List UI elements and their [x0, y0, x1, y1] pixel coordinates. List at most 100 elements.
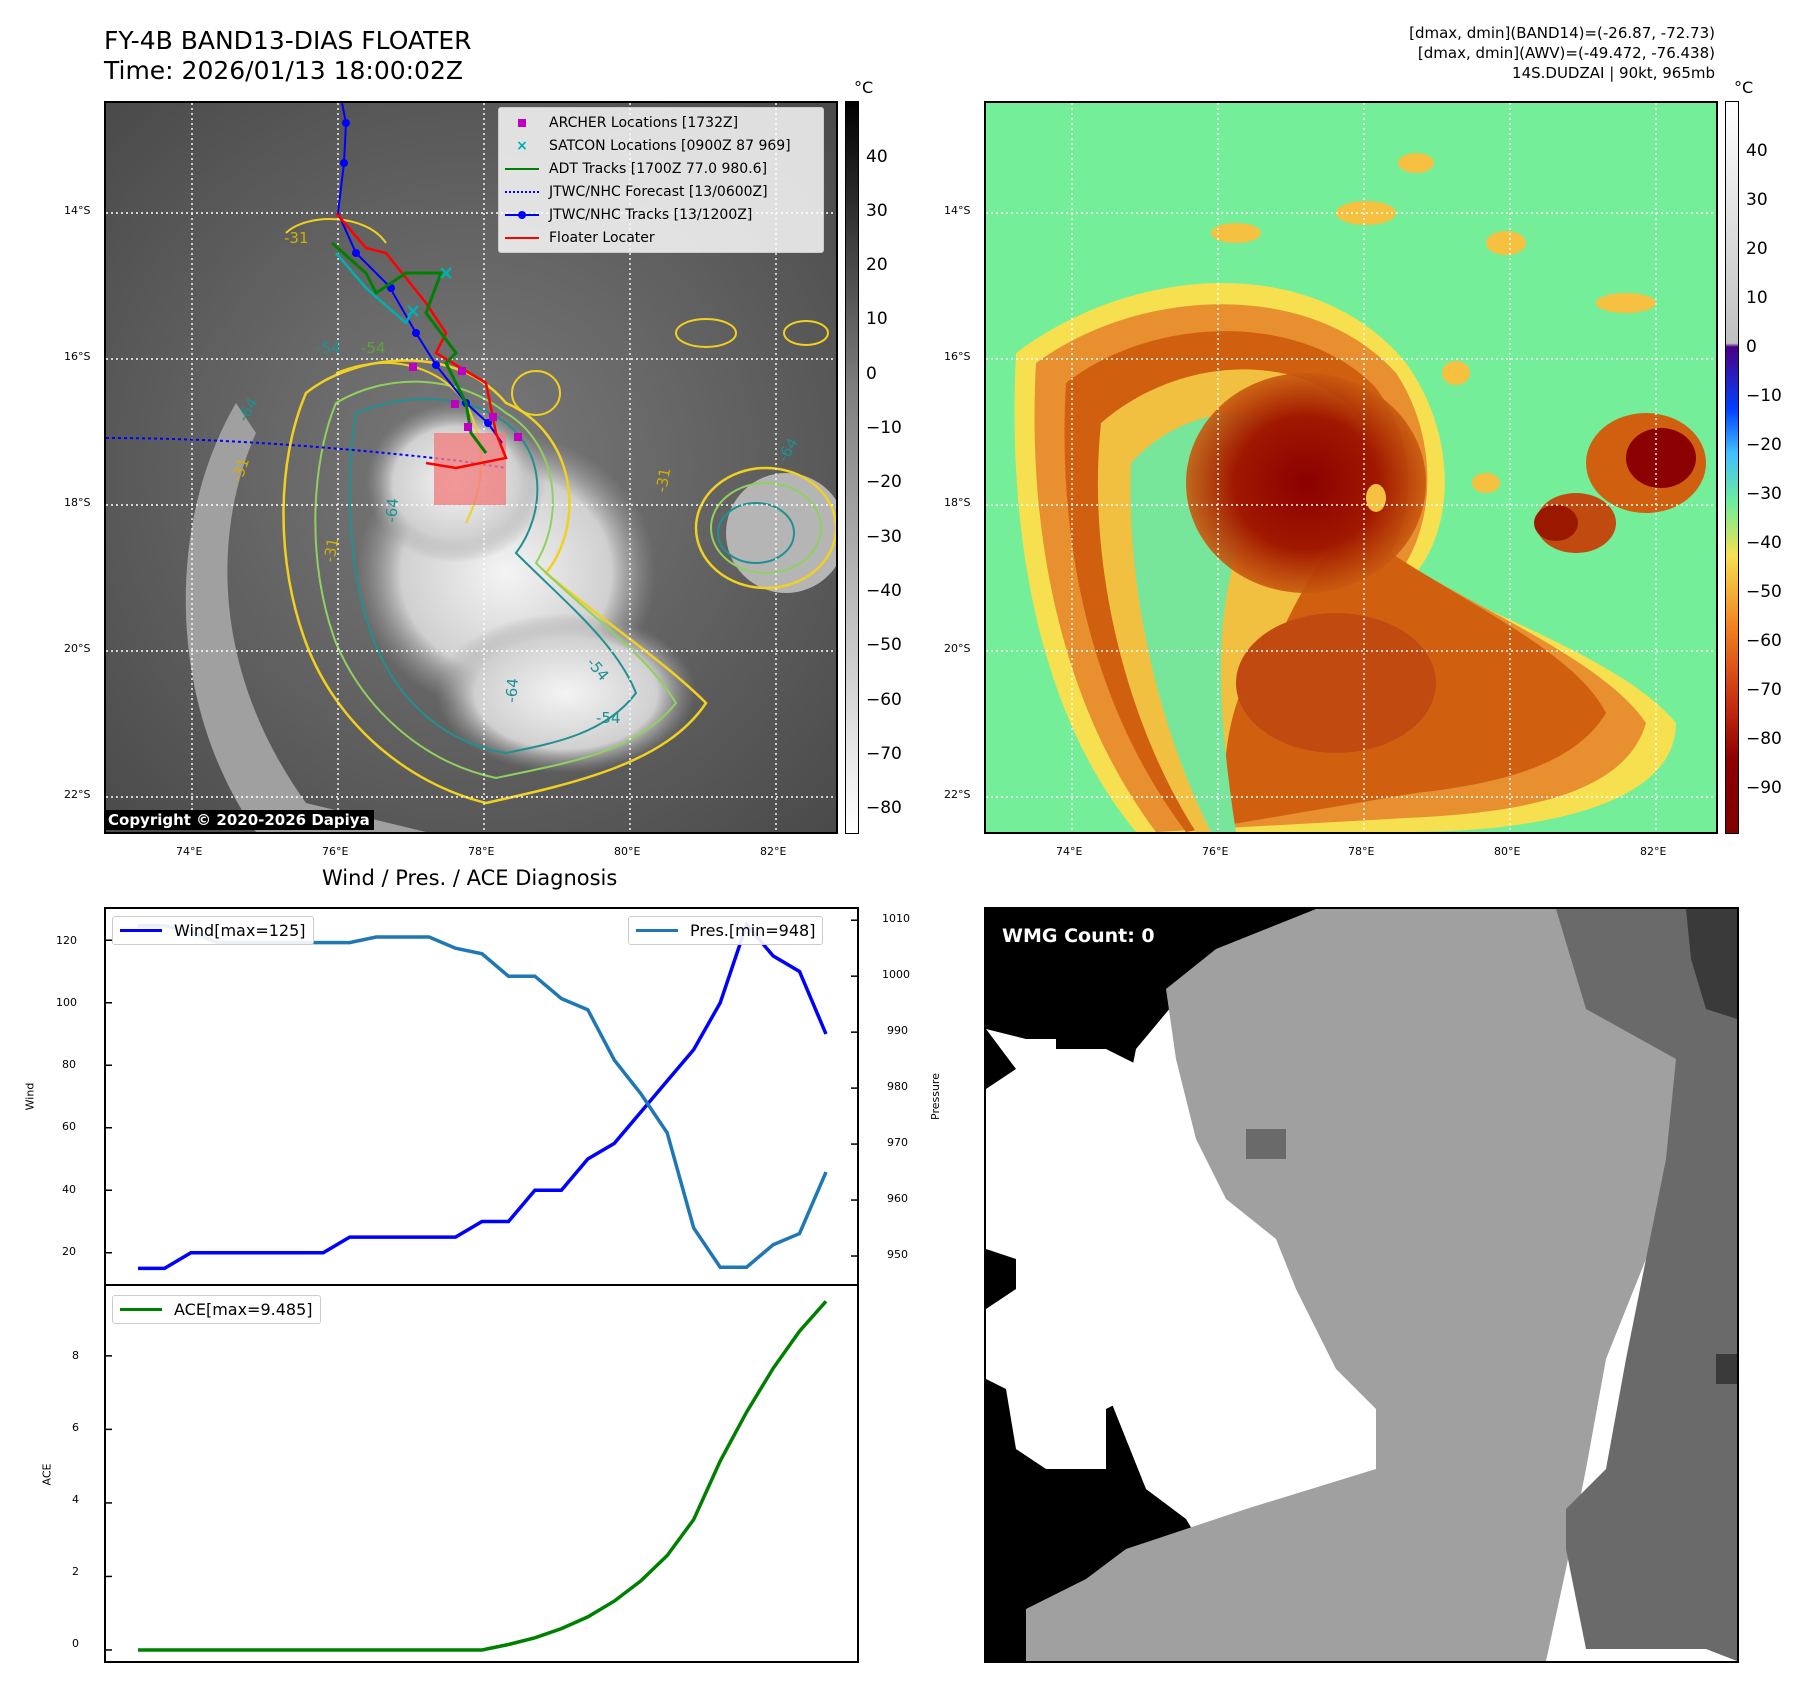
lat-label: 16°S [64, 350, 91, 363]
colorbar-tick: −60 [1746, 631, 1782, 651]
wind-axis-label: Wind [23, 1082, 37, 1111]
colorbar-tick: 40 [1746, 141, 1768, 161]
pres-tick: 960 [887, 1192, 908, 1205]
lat-label: 22°S [944, 788, 971, 801]
title-line-1: FY-4B BAND13-DIAS FLOATER [104, 26, 472, 55]
copyright-label: Copyright © 2020-2026 Dapiya [104, 810, 374, 830]
lat-label: 20°S [944, 642, 971, 655]
pres-tick: 1010 [882, 912, 910, 925]
contour-label: -31 [652, 466, 674, 493]
pres-axis-label: Pressure [928, 1073, 942, 1120]
colorbar-tick: −70 [866, 744, 902, 764]
pres-tick: 980 [887, 1080, 908, 1093]
colorbar-tick: −90 [1746, 778, 1782, 798]
colorbar-tick: −10 [866, 418, 902, 438]
ir-map-panel: -31 -54 -64 -31 -54 -31 -64 -64 -54 -54 … [104, 101, 838, 834]
lat-label: 18°S [944, 496, 971, 509]
wmg-image [986, 909, 1737, 1661]
lat-label: 18°S [64, 496, 91, 509]
line-dot-icon [505, 208, 539, 222]
diag-title: Wind / Pres. / ACE Diagnosis [322, 866, 618, 890]
pres-legend: Pres.[min=948] [628, 916, 824, 945]
wind-tick: 120 [56, 934, 77, 947]
contour-label: -54 [596, 709, 621, 727]
ace-tick: 8 [72, 1349, 79, 1362]
contour-label: -31 [284, 229, 309, 247]
colorbar-tick: −40 [1746, 533, 1782, 553]
colorbar-tick: −30 [1746, 484, 1782, 504]
lon-label: 82°E [760, 845, 787, 858]
contour-label: -64 [502, 677, 522, 703]
dotted-line-icon [505, 185, 539, 199]
lon-label: 76°E [322, 845, 349, 858]
color-colorbar-unit: °C [1734, 78, 1754, 97]
lat-label: 22°S [64, 788, 91, 801]
lat-label: 14°S [944, 204, 971, 217]
ir-colorbar-unit: °C [854, 78, 874, 97]
wind-series-line [138, 921, 828, 1271]
wind-tick: 40 [62, 1183, 76, 1196]
line-marker-icon [505, 162, 539, 176]
lat-label: 16°S [944, 350, 971, 363]
contour-label: -31 [320, 536, 342, 563]
lon-label: 74°E [176, 845, 203, 858]
legend-item: ADT Tracks [1700Z 77.0 980.6] [505, 157, 817, 180]
wind-pres-plot [106, 919, 857, 1271]
wind-line-icon [120, 929, 162, 932]
square-marker-icon [505, 116, 539, 130]
pres-tick: 950 [887, 1248, 908, 1261]
wmg-panel [984, 907, 1739, 1663]
colorbar-tick: −40 [866, 581, 902, 601]
color-colorbar [1725, 101, 1739, 834]
colorbar-tick: 40 [866, 147, 888, 167]
ace-line-icon [120, 1308, 162, 1311]
lon-label: 82°E [1640, 845, 1667, 858]
info-line-2: [dmax, dmin](AWV)=(-49.472, -76.438) [1417, 44, 1715, 62]
ace-tick: 2 [72, 1565, 79, 1578]
colorbar-tick: −20 [1746, 435, 1782, 455]
pres-line-icon [636, 929, 678, 932]
colorbar-tick: −10 [1746, 386, 1782, 406]
lon-label: 78°E [468, 845, 495, 858]
colorbar-tick: −30 [866, 527, 902, 547]
colorbar-tick: 0 [1746, 337, 1757, 357]
wind-pres-chart [104, 907, 859, 1286]
info-line-1: [dmax, dmin](BAND14)=(-26.87, -72.73) [1409, 24, 1715, 42]
colorbar-tick: 30 [1746, 190, 1768, 210]
contour-label: -54 [361, 339, 386, 357]
wind-tick: 80 [62, 1058, 76, 1071]
lon-label: 76°E [1202, 845, 1229, 858]
colorbar-tick: −50 [1746, 582, 1782, 602]
ace-legend: ACE[max=9.485] [112, 1295, 321, 1324]
ace-series-line [138, 1300, 828, 1652]
ace-tick: 4 [72, 1493, 79, 1506]
contour-label: -54 [316, 339, 341, 357]
colorbar-tick: 20 [1746, 239, 1768, 259]
wind-tick: 100 [56, 996, 77, 1009]
ir-map-image: -31 -54 -64 -31 -54 -31 -64 -64 -54 -54 … [106, 103, 836, 832]
ir-legend: ARCHER Locations [1732Z] × SATCON Locatio… [498, 107, 824, 253]
colorbar-tick: −80 [866, 798, 902, 818]
colorbar-tick: −80 [1746, 729, 1782, 749]
wind-tick: 20 [62, 1245, 76, 1258]
colorbar-tick: −20 [866, 472, 902, 492]
pres-tick: 990 [887, 1024, 908, 1037]
colorbar-tick: −70 [1746, 680, 1782, 700]
colorbar-tick: 0 [866, 364, 877, 384]
legend-item: Floater Locater [505, 226, 817, 249]
ace-plot [106, 1300, 828, 1652]
info-line-3: 14S.DUDZAI | 90kt, 965mb [1512, 64, 1715, 82]
lon-label: 80°E [1494, 845, 1521, 858]
legend-item: × SATCON Locations [0900Z 87 969] [505, 134, 817, 157]
lat-label: 20°S [64, 642, 91, 655]
lon-label: 80°E [614, 845, 641, 858]
ace-tick: 0 [72, 1637, 79, 1650]
title-line-2: Time: 2026/01/13 18:00:02Z [104, 56, 463, 85]
wind-tick: 60 [62, 1120, 76, 1133]
ir-colorbar [845, 101, 859, 834]
colorbar-tick: 10 [866, 309, 888, 329]
pres-tick: 970 [887, 1136, 908, 1149]
pres-tick: 1000 [882, 968, 910, 981]
lon-label: 78°E [1348, 845, 1375, 858]
ace-axis-label: ACE [40, 1463, 54, 1486]
